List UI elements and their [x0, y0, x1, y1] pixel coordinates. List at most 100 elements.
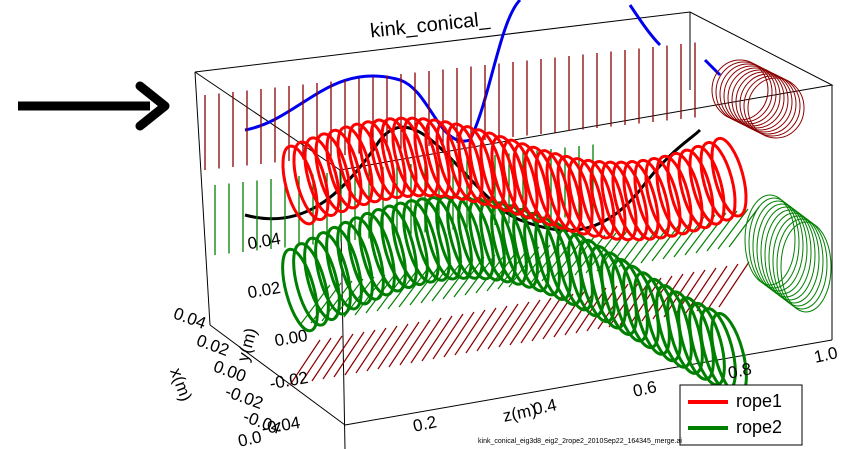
legend-label: rope1 — [736, 391, 782, 411]
y-axis-label: y(m) — [233, 326, 260, 364]
rope1-coil — [545, 152, 583, 233]
rope2-coil — [512, 207, 550, 293]
rope2-coil — [358, 211, 396, 297]
rope1-coil — [479, 131, 517, 213]
z-tick-label: 1.0 — [812, 343, 839, 366]
end-coil — [768, 212, 820, 304]
box-edge — [194, 71, 211, 326]
hatch-line — [432, 313, 464, 360]
end-coil — [719, 63, 777, 125]
rope1-coil — [391, 116, 429, 198]
rope1-coil — [644, 157, 682, 238]
rope1-coil — [292, 140, 330, 222]
rope1-coil — [325, 128, 363, 210]
hatch-line — [409, 264, 441, 306]
legend: rope1 rope2 — [679, 384, 803, 446]
end-coil — [723, 65, 781, 127]
rope1-coil — [358, 120, 396, 201]
box-edge — [344, 339, 833, 426]
rope2-coil — [314, 231, 352, 316]
hatch-line — [454, 309, 486, 356]
hatch-line — [717, 208, 749, 250]
end-coil — [764, 209, 816, 301]
rope2-coil — [391, 201, 429, 287]
hatch-line — [421, 315, 453, 362]
hatch-line — [640, 222, 672, 264]
hatch-line — [508, 246, 540, 288]
arrow-head — [135, 81, 170, 131]
rope1-coil — [534, 149, 572, 230]
rope1-coil — [633, 158, 671, 240]
hatch-line — [487, 303, 519, 350]
hatch-line — [707, 263, 739, 310]
rope1-coil — [501, 138, 539, 220]
hatch-line — [431, 260, 463, 302]
end-coil — [735, 71, 793, 133]
end-coil — [748, 197, 800, 289]
end-coil — [743, 75, 801, 137]
hatch-line — [465, 307, 497, 354]
legend-label: rope2 — [736, 417, 782, 437]
rope1-coil — [710, 136, 748, 218]
end-coil — [731, 69, 789, 131]
hatch-line — [476, 305, 508, 352]
rope1-coil — [314, 132, 352, 214]
hatch-line — [300, 337, 332, 384]
rope1-coil — [688, 144, 726, 226]
rope2-coil — [424, 196, 462, 281]
rope2-coil — [303, 236, 341, 322]
x-axis-label: x(m) — [166, 365, 195, 403]
hatch-line — [520, 297, 552, 344]
hatch-line — [442, 258, 474, 300]
rope2-coil — [402, 199, 440, 284]
z-tick-label: 0.4 — [531, 395, 558, 418]
rope1-coil — [424, 118, 462, 200]
end-coil — [715, 61, 773, 123]
rope2-coil — [325, 225, 363, 311]
box-edge — [209, 324, 346, 426]
hatch-line — [333, 331, 365, 378]
hatch-line — [399, 319, 431, 366]
rope2-coil — [292, 242, 330, 327]
rope1-coil — [611, 160, 649, 242]
footnote: kink_conical_eig3d8_eig2_2rope2_2010Sep2… — [478, 438, 682, 445]
hatch-line — [410, 317, 442, 364]
end-coil — [747, 77, 805, 139]
rope1-coil — [303, 136, 341, 217]
z-axis: 0.0 0.2 0.4 0.6 0.8 1.0 z(m) — [236, 343, 839, 449]
hatch-line — [575, 287, 607, 334]
rope1-coil — [523, 145, 561, 227]
hatch-line — [498, 301, 530, 348]
end-coil — [752, 200, 804, 292]
rope1-coil — [589, 160, 627, 241]
hatch-line — [718, 261, 750, 308]
end-coil — [744, 194, 796, 286]
plot-title: kink_conical_ — [369, 8, 492, 43]
x-tick-label: -0.02 — [223, 382, 266, 413]
rope2-coil — [501, 204, 539, 289]
end-coil — [739, 73, 797, 135]
hatch-line — [531, 295, 563, 342]
rope1-coil — [578, 158, 616, 240]
hatch-line — [486, 250, 518, 292]
hatch-line — [420, 262, 452, 304]
rope1-coil — [556, 154, 594, 236]
rope1-coil — [622, 160, 660, 241]
y-tick-label: 0.02 — [246, 278, 282, 302]
rope1-coil — [699, 141, 737, 222]
rope1-coil — [336, 125, 374, 207]
hatch-line — [289, 339, 321, 386]
hatch-line — [388, 321, 420, 368]
rope1-coil — [600, 160, 638, 242]
hatch-line — [344, 329, 376, 376]
end-coil — [756, 203, 808, 295]
rope1-coil — [435, 120, 473, 201]
rope2-coil — [336, 220, 374, 306]
rope2-coil — [380, 204, 418, 290]
rope1-coil — [347, 122, 385, 204]
end-coil — [780, 221, 832, 313]
rope1-coil — [490, 135, 528, 216]
rope1-coil — [369, 118, 407, 200]
rope2-coil — [347, 216, 385, 301]
rope1-coil — [655, 154, 693, 236]
